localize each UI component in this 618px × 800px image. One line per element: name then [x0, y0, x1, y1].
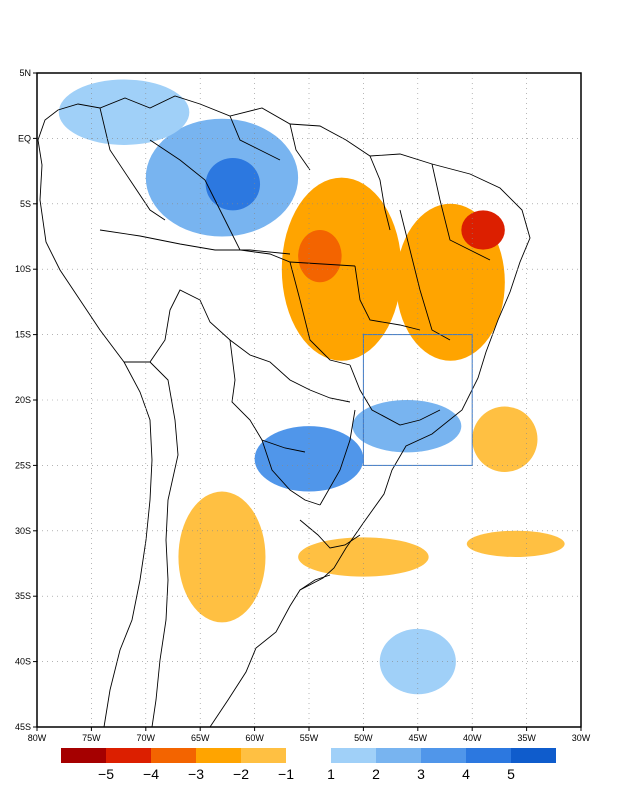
central-core-negative: [298, 229, 342, 283]
legend-swatch: [106, 748, 151, 763]
legend-label: −4: [143, 766, 159, 782]
x-tick-label: 40W: [463, 733, 482, 743]
south-atlantic-negative: [466, 530, 565, 557]
brazil-state-3: [399, 209, 451, 341]
y-tick-label: 10S: [15, 264, 31, 274]
y-tick-label: 5N: [19, 68, 31, 78]
legend-label: −3: [188, 766, 204, 782]
southeast-positive: [352, 400, 462, 453]
x-tick-label: 50W: [354, 733, 373, 743]
bolivia-paraguay: [229, 339, 306, 453]
brazil-state-1: [289, 261, 351, 366]
y-tick-label: EQ: [18, 133, 31, 143]
northwest-positive: [58, 79, 190, 145]
x-tick-label: 60W: [245, 733, 264, 743]
brazil-state-2: [354, 265, 421, 331]
venezuela-guyana: [229, 115, 281, 161]
peru-bolivia: [124, 289, 201, 363]
legend-swatch: [421, 748, 466, 763]
y-tick-label: 35S: [15, 591, 31, 601]
legend-label: 4: [462, 766, 470, 782]
longitude-ticks: 80W 75W 70W 65W 60W 55W 50W 45W 40W 35W 30W: [28, 727, 591, 743]
y-tick-label: 20S: [15, 395, 31, 405]
coastline-and-borders: [37, 95, 531, 728]
uruguay-negative: [298, 537, 429, 577]
x-tick-label: 70W: [137, 733, 156, 743]
legend-swatch: [241, 748, 286, 763]
west-coast: [37, 139, 153, 728]
uruguay-border: [299, 519, 361, 549]
argentina-brazil: [319, 409, 356, 506]
color-legend: −5 −4 −3 −2 −1 1 2 3 4 5: [61, 748, 556, 782]
brazil-border-north: [149, 139, 356, 267]
x-tick-label: 35W: [517, 733, 536, 743]
legend-swatch: [511, 748, 556, 763]
legend-swatch: [331, 748, 376, 763]
y-tick-label: 5S: [20, 199, 31, 209]
argentina-negative: [178, 491, 266, 623]
legend-label: 5: [507, 766, 515, 782]
anomaly-layer: [58, 79, 565, 695]
x-tick-label: 55W: [300, 733, 319, 743]
amazon-river: [99, 229, 291, 255]
x-tick-label: 45W: [409, 733, 428, 743]
colombia-venezuela: [99, 107, 166, 221]
guyana-suriname: [289, 123, 311, 171]
brazil-state-6: [349, 364, 441, 426]
legend-label: 1: [327, 766, 335, 782]
legend-swatch: [466, 748, 511, 763]
northeast-core-negative: [461, 210, 505, 250]
legend-label: −5: [98, 766, 114, 782]
y-tick-label: 25S: [15, 460, 31, 470]
legend-swatch: [151, 748, 196, 763]
legend-label: −1: [278, 766, 294, 782]
coastline: [37, 95, 531, 728]
y-tick-label: 40S: [15, 657, 31, 667]
amazon-core-positive: [205, 158, 261, 211]
legend-label: 3: [417, 766, 425, 782]
legend-swatch: [61, 748, 106, 763]
atlantic-negative: [472, 406, 538, 472]
x-tick-label: 30W: [572, 733, 591, 743]
legend-swatch: [196, 748, 241, 763]
rio-de-la-plata: [299, 574, 331, 591]
brazil-state-4: [431, 163, 491, 261]
grid-lines: [37, 73, 581, 727]
central-brazil-negative: [281, 177, 402, 361]
y-tick-label: 15S: [15, 330, 31, 340]
brazil-state-5: [369, 155, 391, 231]
legend-swatch: [376, 748, 421, 763]
legend-label: −2: [233, 766, 249, 782]
latitude-ticks: 5N EQ 5S 10S 15S 20S 25S 30S 35S 40S 45S: [15, 68, 37, 732]
andes-border: [149, 361, 179, 728]
paraguay-argentina: [261, 439, 321, 506]
y-tick-label: 45S: [15, 722, 31, 732]
y-tick-label: 30S: [15, 526, 31, 536]
x-tick-label: 75W: [82, 733, 101, 743]
x-tick-label: 80W: [28, 733, 47, 743]
brazil-border-west: [199, 299, 351, 403]
legend-label: 2: [372, 766, 380, 782]
x-tick-label: 65W: [191, 733, 210, 743]
